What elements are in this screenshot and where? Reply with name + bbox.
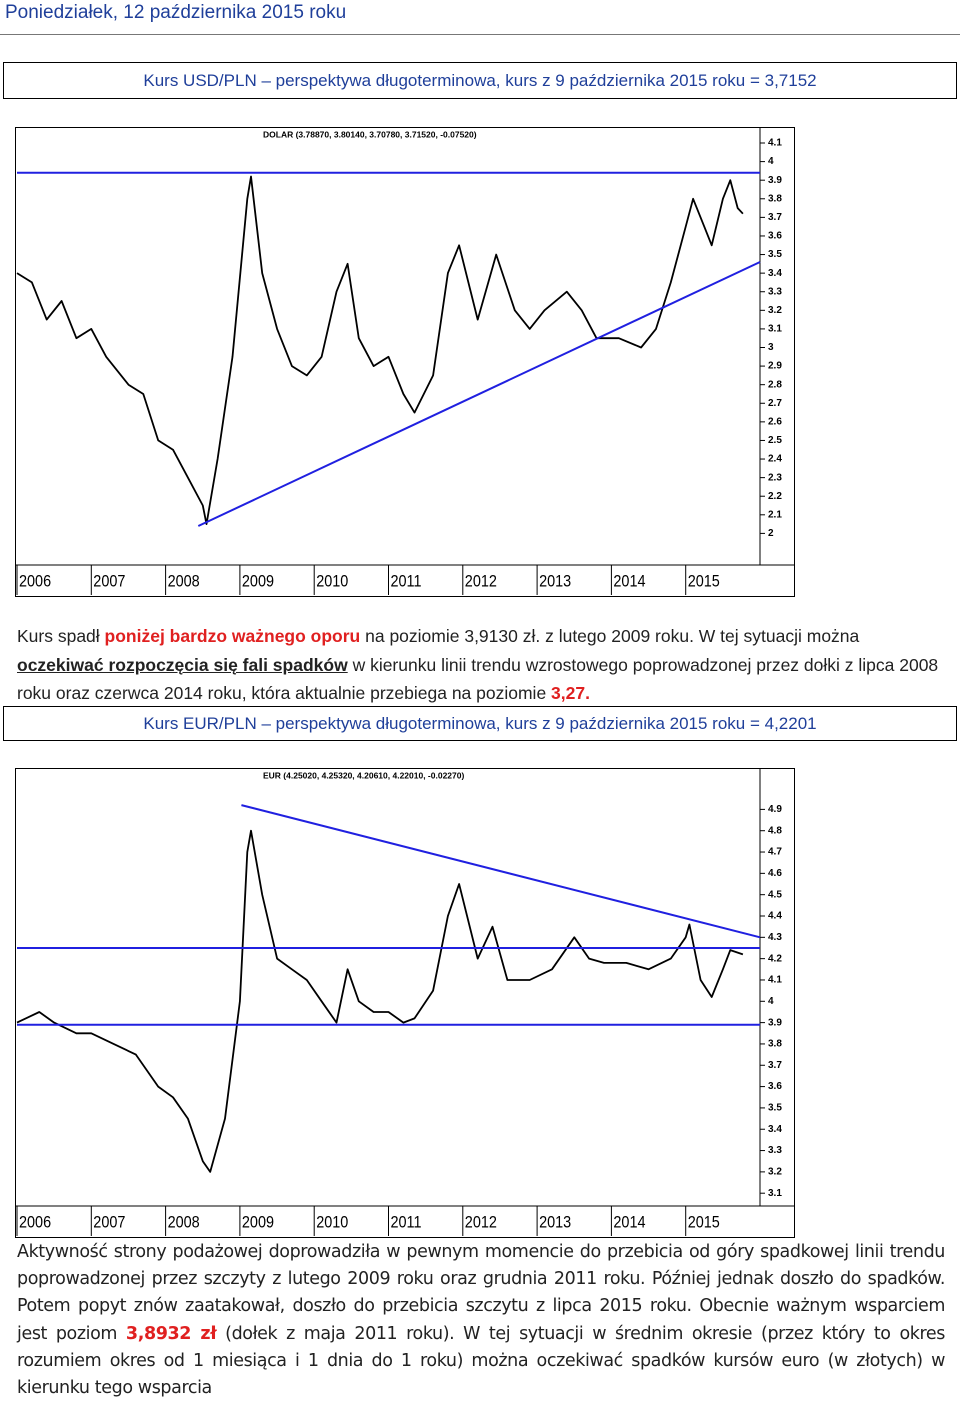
y-tick-label: 3.5 bbox=[768, 1103, 782, 1114]
x-tick-label: 2011 bbox=[391, 1213, 422, 1231]
y-tick-label: 4.5 bbox=[768, 889, 782, 900]
y-tick-label: 4.9 bbox=[768, 804, 782, 815]
frame bbox=[15, 127, 795, 597]
text: Kurs spadł bbox=[17, 626, 105, 646]
x-tick-label: 2013 bbox=[539, 572, 571, 590]
y-tick-label: 2.9 bbox=[768, 361, 782, 372]
chart-title: EUR (4.25020, 4.25320, 4.20610, 4.22010,… bbox=[263, 770, 464, 780]
paragraph: Aktywność strony podażowej doprowadziła … bbox=[17, 1239, 945, 1402]
y-tick-label: 3.2 bbox=[768, 305, 782, 316]
text: na poziomie 3,9130 zł. z lutego 2009 rok… bbox=[360, 626, 860, 646]
x-tick-label: 2007 bbox=[93, 572, 125, 590]
highlight: 3,27. bbox=[551, 683, 590, 703]
y-tick-label: 3.7 bbox=[768, 212, 782, 223]
y-tick-label: 3.3 bbox=[768, 1145, 782, 1156]
y-tick-label: 2.4 bbox=[768, 454, 782, 465]
x-tick-label: 2013 bbox=[539, 1213, 571, 1231]
section-title: Kurs EUR/PLN – perspektywa długoterminow… bbox=[3, 706, 957, 741]
usd-chart: DOLAR (3.78870, 3.80140, 3.70780, 3.7152… bbox=[15, 127, 795, 597]
y-tick-label: 4 bbox=[768, 156, 774, 167]
y-tick-label: 3.4 bbox=[768, 1124, 782, 1135]
y-tick-label: 3.4 bbox=[768, 268, 782, 279]
eur-chart: EUR (4.25020, 4.25320, 4.20610, 4.22010,… bbox=[15, 768, 795, 1238]
y-tick-label: 3.2 bbox=[768, 1167, 782, 1178]
x-tick-label: 2010 bbox=[316, 1213, 348, 1231]
y-tick-label: 2.8 bbox=[768, 379, 782, 390]
text: Aktywność strony podażowej doprowadziła … bbox=[17, 1242, 945, 1344]
rule bbox=[0, 34, 960, 35]
price-line bbox=[16, 175, 744, 525]
y-tick-label: 3.7 bbox=[768, 1060, 782, 1071]
x-tick-label: 2007 bbox=[93, 1213, 125, 1231]
chart-title: DOLAR (3.78870, 3.80140, 3.70780, 3.7152… bbox=[263, 129, 477, 139]
y-tick-label: 3.1 bbox=[768, 1188, 782, 1199]
y-tick-label: 2.1 bbox=[768, 509, 782, 520]
y-tick-label: 3.5 bbox=[768, 249, 782, 260]
section-title: Kurs USD/PLN – perspektywa długoterminow… bbox=[3, 62, 957, 99]
y-tick-label: 4.3 bbox=[768, 932, 782, 943]
y-tick-label: 4.4 bbox=[768, 911, 782, 922]
y-tick-label: 3.9 bbox=[768, 175, 782, 186]
x-tick-label: 2006 bbox=[19, 572, 51, 590]
y-tick-label: 4 bbox=[768, 996, 774, 1007]
y-tick-label: 4.2 bbox=[768, 953, 782, 964]
y-tick-label: 3.6 bbox=[768, 231, 782, 242]
y-tick-label: 2.7 bbox=[768, 398, 782, 409]
price-line bbox=[16, 829, 744, 1173]
x-tick-label: 2014 bbox=[613, 572, 645, 590]
y-tick-label: 4.7 bbox=[768, 847, 782, 858]
x-tick-label: 2012 bbox=[465, 572, 497, 590]
y-tick-label: 4.1 bbox=[768, 975, 782, 986]
y-tick-label: 3 bbox=[768, 342, 774, 353]
x-tick-label: 2008 bbox=[168, 1213, 200, 1231]
emphasis: oczekiwać rozpoczęcia się fali spadków bbox=[17, 654, 348, 675]
x-tick-label: 2006 bbox=[19, 1213, 51, 1231]
x-tick-label: 2015 bbox=[688, 572, 720, 590]
x-tick-label: 2010 bbox=[316, 572, 348, 590]
text: w kierunku linii trendu wzrostowego popr… bbox=[17, 654, 939, 704]
y-tick-label: 3.6 bbox=[768, 1081, 782, 1092]
x-tick-label: 2015 bbox=[688, 1213, 720, 1231]
text: (dołek z maja 2011 roku). W tej sytuacji… bbox=[17, 1323, 945, 1399]
y-tick-label: 2.3 bbox=[768, 472, 782, 483]
y-tick-label: 2.5 bbox=[768, 435, 782, 446]
date: Poniedziałek, 12 października 2015 roku bbox=[5, 2, 347, 23]
y-tick-label: 4.1 bbox=[768, 138, 782, 149]
x-tick-label: 2008 bbox=[168, 572, 200, 590]
x-tick-label: 2011 bbox=[391, 572, 422, 590]
x-tick-label: 2014 bbox=[613, 1213, 645, 1231]
trend-line bbox=[197, 261, 761, 527]
highlight: 3,8932 zł bbox=[125, 1323, 217, 1344]
y-tick-label: 3.1 bbox=[768, 324, 782, 335]
x-tick-label: 2012 bbox=[465, 1213, 497, 1231]
y-tick-label: 2.6 bbox=[768, 416, 782, 427]
y-tick-label: 2 bbox=[768, 528, 774, 539]
frame bbox=[15, 768, 795, 1238]
x-tick-label: 2009 bbox=[242, 1213, 274, 1231]
y-tick-label: 3.3 bbox=[768, 286, 782, 297]
y-tick-label: 4.6 bbox=[768, 868, 782, 879]
trend-line bbox=[241, 804, 761, 939]
paragraph: Kurs spadł poniżej bardzo ważnego oporu … bbox=[17, 622, 947, 708]
y-tick-label: 4.8 bbox=[768, 825, 782, 836]
highlight: poniżej bardzo ważnego oporu bbox=[104, 626, 361, 646]
y-tick-label: 3.8 bbox=[768, 193, 782, 204]
y-tick-label: 3.8 bbox=[768, 1039, 782, 1050]
x-tick-label: 2009 bbox=[242, 572, 274, 590]
y-tick-label: 3.9 bbox=[768, 1017, 782, 1028]
y-tick-label: 2.2 bbox=[768, 491, 782, 502]
